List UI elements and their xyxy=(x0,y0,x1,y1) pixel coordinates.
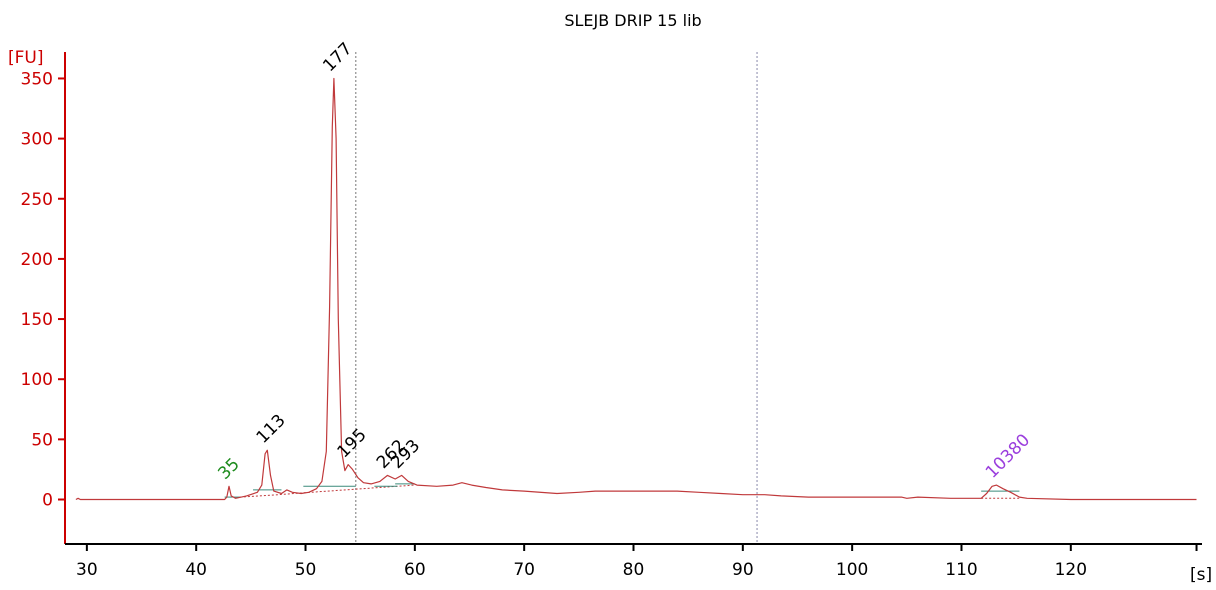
chart-title: SLEJB DRIP 15 lib xyxy=(564,11,701,30)
x-tick-label: 110 xyxy=(945,560,977,580)
x-tick-label: 70 xyxy=(513,560,535,580)
x-tick-label: 30 xyxy=(76,560,98,580)
x-tick-label: 40 xyxy=(185,560,207,580)
y-tick-label: 350 xyxy=(21,69,53,89)
peak-label: 10380 xyxy=(982,430,1034,482)
y-tick-label: 200 xyxy=(21,250,53,270)
x-tick-label: 120 xyxy=(1055,560,1087,580)
x-tick-label: 100 xyxy=(836,560,868,580)
y-axis-label: [FU] xyxy=(8,48,44,68)
y-tick-label: 250 xyxy=(21,190,53,210)
y-tick-label: 100 xyxy=(21,370,53,390)
peak-label: 177 xyxy=(319,39,356,76)
plot-area: 0 50 100 150 200 250 300 350 30 40 50 60 70 80 90 100 11… xyxy=(21,39,1202,580)
y-tick-label: 50 xyxy=(31,430,53,450)
baseline-dotted xyxy=(239,484,415,498)
y-tick-label: 300 xyxy=(21,130,53,150)
peak-label: 113 xyxy=(253,411,290,448)
x-tick-label: 90 xyxy=(732,560,754,580)
x-tick-label: 60 xyxy=(404,560,426,580)
x-axis-label: [s] xyxy=(1190,565,1212,585)
trace-line xyxy=(75,77,1197,501)
y-tick-label: 0 xyxy=(42,490,53,510)
y-tick-label: 150 xyxy=(21,310,53,330)
peak-label: 35 xyxy=(214,454,243,483)
x-tick-label: 80 xyxy=(623,560,645,580)
x-tick-label: 50 xyxy=(295,560,317,580)
peak-label: 195 xyxy=(334,425,371,462)
